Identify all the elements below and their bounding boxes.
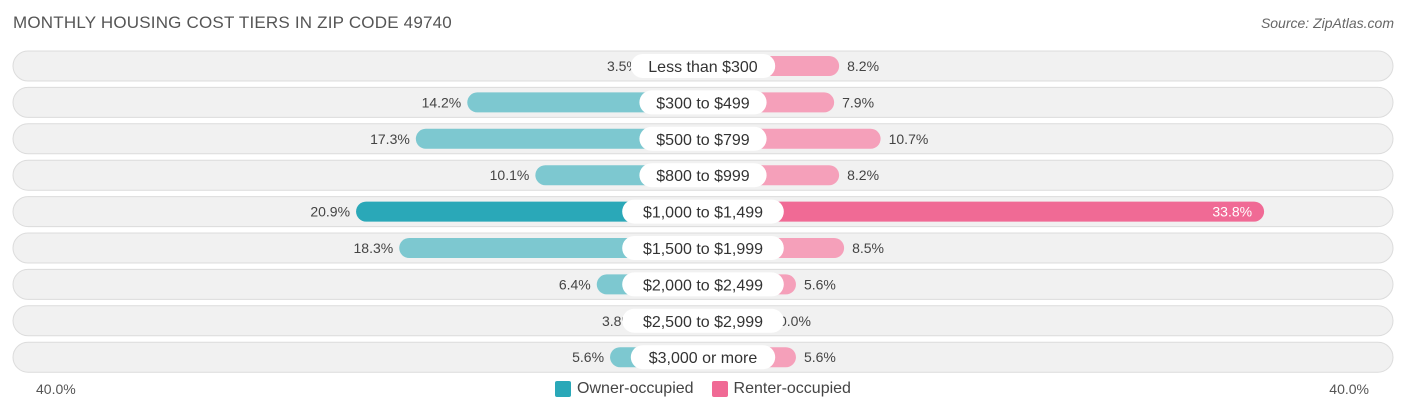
category-pill	[630, 54, 776, 78]
renter-value-label: 5.6%	[804, 276, 836, 292]
chart-row: 10.1% 8.2% $800 to $999	[12, 159, 1394, 191]
category-pill	[622, 199, 784, 224]
category-pill	[622, 272, 784, 297]
chart-row: 3.5% 8.2% Less than $300	[12, 50, 1394, 82]
category-label: $1,000 to $1,499	[643, 205, 763, 222]
chart-row: 17.3% 10.7% $500 to $799	[12, 123, 1394, 155]
owner-value-label: 5.6%	[572, 349, 604, 365]
chart-row: 18.3% 8.5% $1,500 to $1,999	[12, 232, 1394, 264]
renter-value-label: 5.6%	[804, 349, 836, 365]
owner-value-label: 10.1%	[490, 167, 530, 183]
renter-value-label: 8.2%	[847, 58, 879, 74]
legend-swatch-renter	[711, 381, 728, 397]
chart-row: 3.8% 0.0%$2,500 to $2,999	[12, 305, 1394, 337]
chart-title: MONTHLY HOUSING COST TIERS IN ZIP CODE 4…	[13, 13, 452, 32]
chart-row: 5.6% 5.6% $3,000 or more	[12, 341, 1394, 373]
owner-value-label: 6.4%	[559, 276, 591, 292]
owner-value-label: 14.2%	[422, 94, 462, 110]
renter-value-label: 10.7%	[889, 131, 929, 147]
category-label: $300 to $499	[656, 95, 750, 112]
category-label: Less than $300	[648, 59, 758, 76]
chart-source: Source: ZipAtlas.com	[1260, 15, 1394, 31]
owner-bar	[415, 128, 703, 149]
category-label: $800 to $999	[656, 168, 750, 185]
renter-value-label: 8.5%	[852, 240, 884, 256]
category-label: $3,000 or more	[649, 350, 758, 367]
renter-value-label: 8.2%	[847, 167, 879, 183]
chart-row: 20.9% 33.8% $1,000 to $1,499	[12, 196, 1394, 228]
owner-value-label: 18.3%	[354, 240, 394, 256]
legend: Owner-occupied Renter-occupied	[0, 378, 1406, 400]
chart-row: 6.4% 5.6% $2,000 to $2,499	[12, 268, 1394, 300]
renter-value-label: 0.0%	[779, 313, 811, 329]
chart-row: 14.2% 7.9% $300 to $499	[12, 86, 1394, 118]
owner-value-label: 17.3%	[370, 131, 410, 147]
category-pill	[639, 126, 767, 151]
category-label: $1,500 to $1,999	[643, 241, 763, 258]
category-pill	[630, 345, 776, 370]
legend-item-renter: Renter-occupied	[711, 380, 851, 398]
axis-right-label: 40.0%	[1329, 381, 1369, 397]
category-label: $500 to $799	[656, 132, 750, 149]
owner-value-label: 20.9%	[310, 204, 350, 220]
diverging-bar-chart: 3.5% 8.2% Less than $300 14.2% 7.9% $300 to $…	[12, 50, 1394, 373]
renter-bar	[703, 201, 1265, 222]
renter-value-label: 7.9%	[842, 94, 874, 110]
category-label: $2,000 to $2,499	[643, 277, 763, 294]
legend-swatch-owner	[555, 381, 572, 397]
category-pill	[622, 236, 784, 260]
owner-bar	[356, 201, 703, 222]
axis-left-label: 40.0%	[36, 381, 76, 397]
legend-label-renter: Renter-occupied	[733, 380, 851, 397]
category-pill	[639, 90, 767, 115]
legend-label-owner: Owner-occupied	[577, 380, 694, 397]
category-pill	[622, 308, 784, 333]
legend-item-owner: Owner-occupied	[555, 380, 694, 398]
owner-value-label: 3.5%	[607, 58, 639, 74]
category-label: $2,500 to $2,999	[643, 314, 763, 331]
renter-value-label: 33.8%	[1212, 204, 1252, 220]
category-pill	[639, 163, 767, 188]
